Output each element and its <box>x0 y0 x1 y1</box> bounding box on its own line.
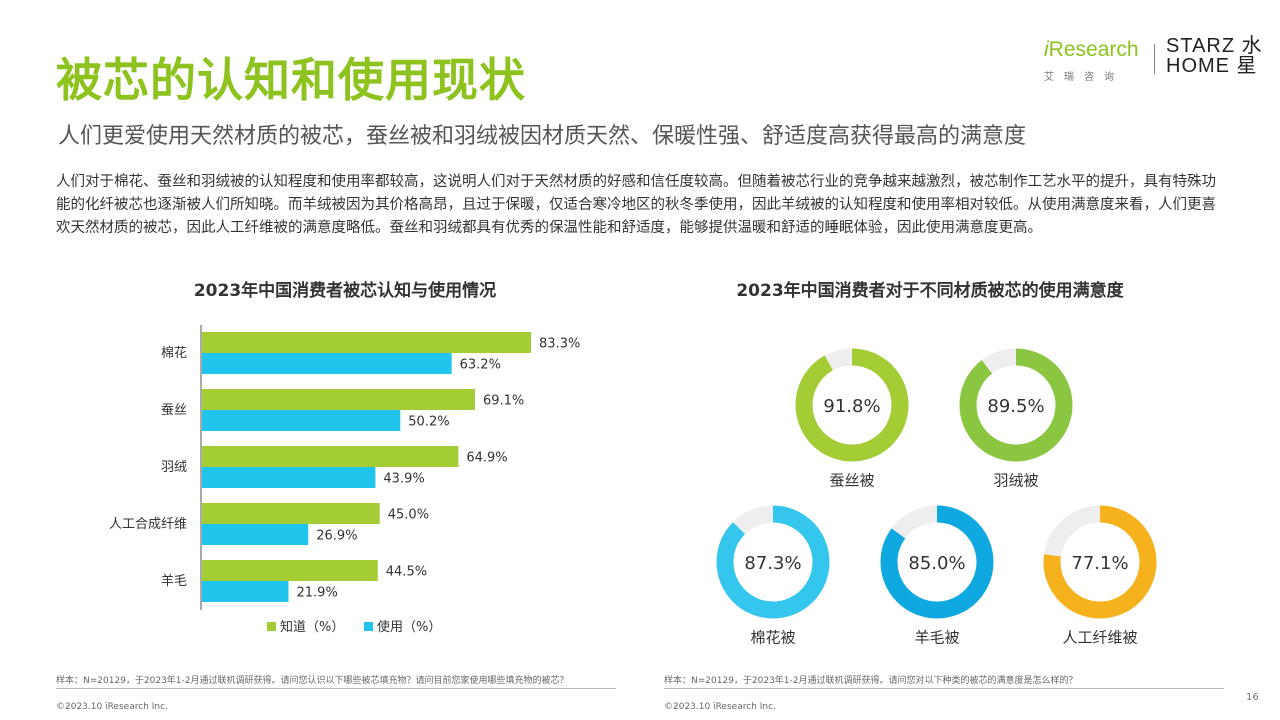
iresearch-logo: iResearch 艾瑞咨询 <box>1044 38 1139 83</box>
donut-arc <box>880 505 994 619</box>
bar-know <box>202 332 532 353</box>
satisfaction-donut-chart: 91.8% 蚕丝被 89.5% 羽绒被 87.3% 棉花被 85.0% 羊毛被 77.1% 人工纤… <box>716 348 1157 647</box>
bar-know <box>202 389 475 410</box>
category-label: 羽绒 <box>161 460 187 475</box>
bar-value-label: 21.9% <box>297 586 338 601</box>
category-label: 羊毛 <box>161 573 187 589</box>
awareness-usage-bar-chart: 棉花 83.3% 63.2% 蚕丝 69.1% 50.2% 羽绒 64.9% 43.9% 人工合成… <box>109 325 580 635</box>
bar-value-label: 50.2% <box>408 415 449 430</box>
page-title: 被芯的认知和使用现状 <box>56 53 526 107</box>
legend-label: 知道（%） <box>280 619 344 635</box>
legend-swatch <box>364 622 373 631</box>
bar-value-label: 69.1% <box>483 394 524 409</box>
bar-value-label: 26.9% <box>316 529 357 544</box>
bar-know <box>202 560 378 581</box>
page-number: 16 <box>1246 692 1259 703</box>
donut-category-label: 棉花被 <box>750 629 795 647</box>
donut-value-label: 89.5% <box>987 396 1044 417</box>
bar-use <box>202 524 309 545</box>
legend-swatch <box>267 622 276 631</box>
category-label: 蚕丝 <box>161 403 187 418</box>
legend-label: 使用（%） <box>377 619 441 635</box>
bar-value-label: 44.5% <box>386 565 427 580</box>
donut-arc <box>959 348 1073 462</box>
bar-value-label: 45.0% <box>388 508 429 523</box>
donut-arc <box>1043 505 1157 619</box>
page-subtitle: 人们更爱使用天然材质的被芯，蚕丝被和羽绒被因材质天然、保暖性强、舒适度高获得最高… <box>58 124 1027 149</box>
sample-note-left: 样本：N=20129，于2023年1-2月通过联机调研获得。请问您认识以下哪些被… <box>56 676 569 686</box>
bar-use <box>202 410 401 431</box>
bar-value-label: 43.9% <box>383 472 424 487</box>
donut-value-label: 87.3% <box>744 553 801 574</box>
starz-home-logo: STARZ 水 HOME 星 <box>1166 35 1263 77</box>
category-label: 棉花 <box>161 345 187 361</box>
donut-arc <box>795 348 909 462</box>
sample-note-right: 样本：N=20129，于2023年1-2月通过联机调研获得。请问您对以下种类的被… <box>664 676 1078 686</box>
donut-category-label: 人工纤维被 <box>1062 629 1137 647</box>
bar-use <box>202 581 289 602</box>
copyright-right: ©2023.10 iResearch Inc. <box>664 702 776 712</box>
copyright-left: ©2023.10 iResearch Inc. <box>56 702 168 712</box>
bar-chart-title: 2023年中国消费者被芯认知与使用情况 <box>193 281 497 301</box>
category-label: 人工合成纤维 <box>109 517 187 532</box>
donut-value-label: 77.1% <box>1071 553 1128 574</box>
donut-value-label: 91.8% <box>823 396 880 417</box>
donut-value-label: 85.0% <box>908 553 965 574</box>
donut-chart-title: 2023年中国消费者对于不同材质被芯的使用满意度 <box>736 281 1124 301</box>
bar-know <box>202 503 380 524</box>
donut-category-label: 羊毛被 <box>914 629 959 647</box>
bar-value-label: 64.9% <box>466 451 507 466</box>
donut-category-label: 羽绒被 <box>993 472 1038 490</box>
donut-category-label: 蚕丝被 <box>829 472 874 490</box>
logo-divider <box>1154 44 1155 74</box>
divider-right <box>664 688 1224 689</box>
bar-know <box>202 446 459 467</box>
description-paragraph: 人们对于棉花、蚕丝和羽绒被的认知程度和使用率都较高，这说明人们对于天然材质的好感… <box>56 174 1216 236</box>
bar-value-label: 83.3% <box>539 337 580 352</box>
divider-left <box>56 688 616 689</box>
donut-arc <box>716 505 830 619</box>
bar-value-label: 63.2% <box>460 358 501 373</box>
bar-use <box>202 467 376 488</box>
bar-use <box>202 353 452 374</box>
